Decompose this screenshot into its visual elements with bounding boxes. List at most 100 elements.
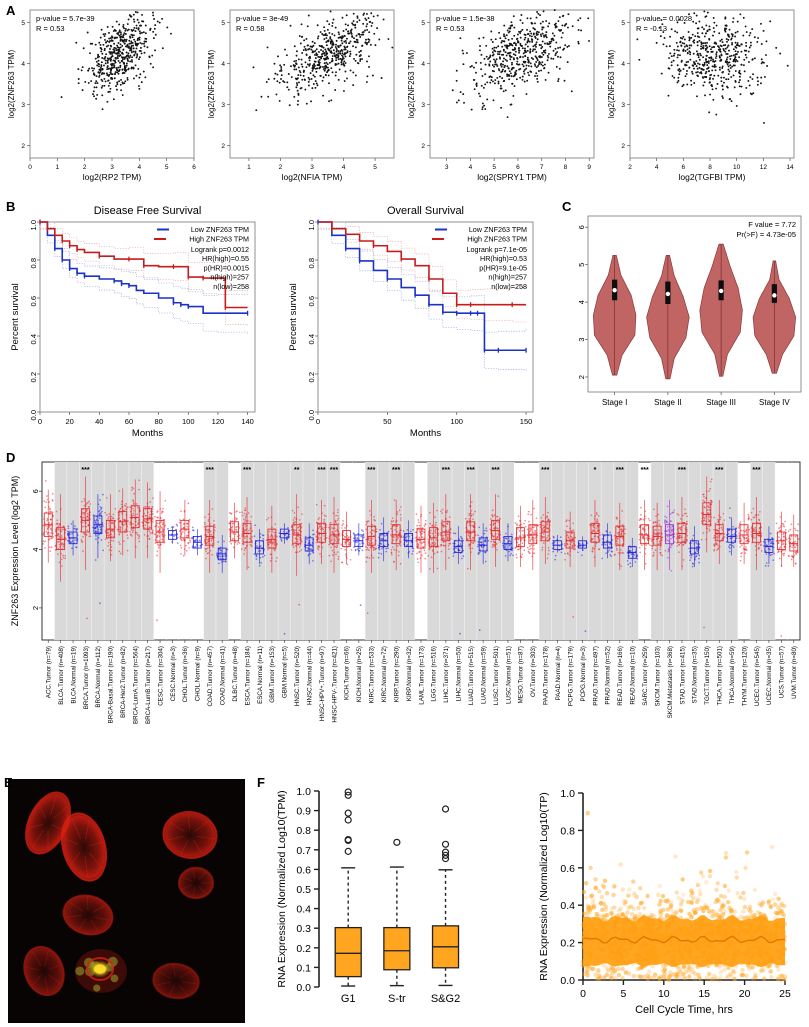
svg-text:4: 4 <box>138 164 142 171</box>
svg-text:14: 14 <box>786 164 794 171</box>
outlier <box>344 809 352 817</box>
violin-median-0 <box>612 287 617 293</box>
violin-median-2 <box>718 288 724 294</box>
r-annotation: R = -0.13 <box>636 24 667 33</box>
legend-low: Low ZNF263 TPM <box>469 225 527 234</box>
survival-stat-3: n(high)=257 <box>210 273 249 282</box>
svg-text:60: 60 <box>125 417 133 426</box>
cancer-type-label-19: GBM.Normal (n=5) <box>282 646 289 698</box>
box-21 <box>304 537 314 552</box>
significance-mark-16: *** <box>243 467 251 474</box>
svg-text:0: 0 <box>28 164 32 171</box>
svg-text:2: 2 <box>421 143 425 150</box>
box-27 <box>379 533 389 548</box>
stage-label-0: Stage I <box>602 398 627 407</box>
box-26 <box>366 525 376 546</box>
pvalue-annotation: p-value = 1.5e-38 <box>436 14 495 23</box>
phase-label-1: S-tr <box>388 993 406 1005</box>
svg-text:0.0: 0.0 <box>29 410 38 420</box>
cancer-type-label-37: LUSC.Normal (n=51) <box>505 646 512 704</box>
cancer-type-label-20: HNSC.Tumor (n=520) <box>294 646 301 706</box>
box-40 <box>540 521 550 542</box>
box-18 <box>267 528 277 549</box>
box-37 <box>503 535 513 550</box>
box-43 <box>578 540 587 549</box>
box-60 <box>789 534 799 552</box>
violin-plot: 2 3 4 5 6 Stage I Stage II Stage III Stage IV F v… <box>577 215 802 407</box>
cancer-type-label-32: LIHC.Tumor (n=371) <box>443 646 450 703</box>
svg-text:2: 2 <box>31 606 40 610</box>
svg-text:5: 5 <box>373 164 377 171</box>
svg-text:4: 4 <box>577 300 586 304</box>
svg-text:6: 6 <box>682 164 686 171</box>
cancer-type-label-13: COAD.Tumor (n=457) <box>207 646 214 706</box>
svg-text:140: 140 <box>241 417 254 426</box>
svg-text:7: 7 <box>540 164 544 171</box>
cancer-type-label-44: PRAD.Tumor (n=497) <box>592 646 599 706</box>
r-annotation: R = 0.58 <box>236 24 265 33</box>
svg-text:120: 120 <box>212 417 225 426</box>
outlier <box>344 791 352 799</box>
stage-label-3: Stage IV <box>759 398 790 407</box>
outlier <box>344 788 352 796</box>
significance-mark-22: *** <box>317 467 325 474</box>
panel-letter-b: B <box>6 199 16 214</box>
svg-text:0.0: 0.0 <box>307 410 316 420</box>
cancer-type-label-18: GBM.Tumor (n=153) <box>269 646 276 703</box>
significance-mark-54: *** <box>715 467 723 474</box>
cancer-type-label-26: KIRC.Tumor (n=533) <box>369 646 376 703</box>
plot-title: Disease Free Survival <box>94 205 202 217</box>
x-axis-label: Cell Cycle Time, hrs <box>635 1004 733 1016</box>
svg-text:0.6: 0.6 <box>307 296 316 306</box>
svg-text:3: 3 <box>421 102 425 109</box>
scatter-plot-1: 1 2 3 4 5 2 3 4 5 log2(NFIA TPM) log2(ZNF263 TPM) p… <box>207 9 395 182</box>
box-35 <box>478 537 488 552</box>
survival-stat-0: Logrank p=0.0012 <box>191 245 249 254</box>
cancer-type-label-28: KIRP.Tumor (n=290) <box>393 646 400 702</box>
pancancer-expression: 2 4 6 ZNF263 Expression Level (log2 TPM) ACC… <box>10 461 801 724</box>
survival-stat-4: n(low)=258 <box>491 282 527 291</box>
svg-text:1.0: 1.0 <box>307 220 316 230</box>
cancer-type-label-25: KICH.Normal (n=25) <box>356 646 363 702</box>
cancer-type-label-14: COAD.Normal (n=41) <box>219 646 226 705</box>
outlier <box>344 836 352 844</box>
panel-letter-e: E <box>4 775 13 790</box>
box-45 <box>602 534 612 549</box>
box-32 <box>441 521 451 542</box>
cancer-type-label-17: ESCA.Normal (n=11) <box>257 646 264 704</box>
box-28 <box>391 524 401 545</box>
box-51 <box>677 522 687 543</box>
cell <box>60 811 108 883</box>
panel-b: B Disease Free Survival 0 20 40 60 80 100 120 14… <box>0 196 560 446</box>
violin-stat-1: Pr(>F) = 4.73e-05 <box>736 230 796 239</box>
survival-stat-2: p(HR)=9.1e-05 <box>479 263 527 272</box>
cancer-type-label-57: UCEC.Tumor (n=545) <box>754 646 761 706</box>
y-axis-label: log2(ZNF263 TPM) <box>7 50 16 119</box>
box-16 <box>242 522 252 543</box>
svg-text:4: 4 <box>421 61 425 68</box>
svg-text:2: 2 <box>221 143 225 150</box>
cancer-type-label-52: STAD.Normal (n=35) <box>692 646 699 703</box>
cell <box>24 791 72 855</box>
svg-text:0: 0 <box>38 417 42 426</box>
boxplot-box-1 <box>383 926 411 971</box>
svg-text:1: 1 <box>56 164 60 171</box>
svg-text:100: 100 <box>182 417 195 426</box>
box-48 <box>640 524 650 545</box>
scatter-plot-0: 0 1 2 3 4 5 6 2 3 4 5 log2(RP2 TPM) log2(ZNF263 TPM)… <box>7 9 196 182</box>
svg-text:12: 12 <box>760 164 768 171</box>
cell <box>62 894 114 936</box>
panel-letter-c: C <box>562 199 572 214</box>
box-20 <box>292 524 302 545</box>
svg-text:1.0: 1.0 <box>29 220 38 230</box>
cancer-type-label-21: HNSC.Normal (n=44) <box>306 646 313 705</box>
outlier <box>441 840 450 848</box>
svg-text:2: 2 <box>621 143 625 150</box>
outlier <box>344 847 352 855</box>
svg-text:2: 2 <box>577 375 586 379</box>
svg-text:2: 2 <box>83 164 87 171</box>
survival-stat-0: Logrank p=7.1e-05 <box>466 245 527 254</box>
box-46 <box>615 525 625 546</box>
svg-text:9: 9 <box>587 164 591 171</box>
